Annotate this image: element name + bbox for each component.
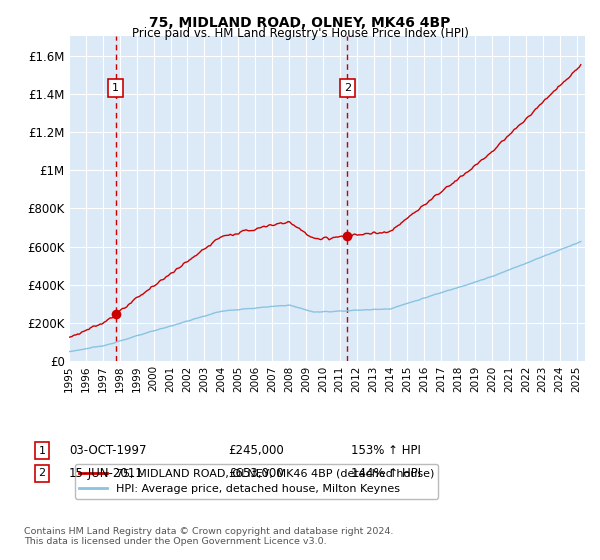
Text: 1: 1: [112, 83, 119, 93]
Text: 2: 2: [344, 83, 351, 93]
Text: Price paid vs. HM Land Registry's House Price Index (HPI): Price paid vs. HM Land Registry's House …: [131, 27, 469, 40]
Text: £653,000: £653,000: [228, 466, 284, 480]
Text: 75, MIDLAND ROAD, OLNEY, MK46 4BP: 75, MIDLAND ROAD, OLNEY, MK46 4BP: [149, 16, 451, 30]
Text: 153% ↑ HPI: 153% ↑ HPI: [351, 444, 421, 458]
Text: 1: 1: [38, 446, 46, 456]
Text: £245,000: £245,000: [228, 444, 284, 458]
Text: 03-OCT-1997: 03-OCT-1997: [69, 444, 146, 458]
Text: 15-JUN-2011: 15-JUN-2011: [69, 466, 144, 480]
Text: 2: 2: [38, 468, 46, 478]
Text: Contains HM Land Registry data © Crown copyright and database right 2024.
This d: Contains HM Land Registry data © Crown c…: [24, 526, 394, 546]
Legend: 75, MIDLAND ROAD, OLNEY, MK46 4BP (detached house), HPI: Average price, detached: 75, MIDLAND ROAD, OLNEY, MK46 4BP (detac…: [74, 464, 439, 498]
Text: 144% ↑ HPI: 144% ↑ HPI: [351, 466, 421, 480]
